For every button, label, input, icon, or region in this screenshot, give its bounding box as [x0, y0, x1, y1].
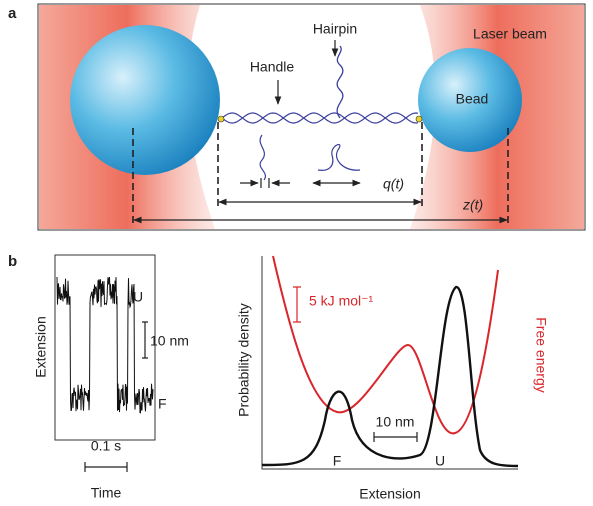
- label: 0.1 s: [91, 438, 121, 454]
- label: U: [435, 453, 445, 469]
- label: q(t): [383, 176, 404, 192]
- label: U: [133, 289, 143, 305]
- axis-label: Probability density: [236, 303, 252, 417]
- axis-label: Extension: [359, 486, 420, 502]
- label: z(t): [462, 197, 483, 213]
- bead: [70, 25, 220, 175]
- figure: a Hairpin Handle Laser beam Bead q(t) z(…: [0, 0, 593, 506]
- scale-bar: [374, 432, 417, 442]
- scale-bar: [142, 322, 148, 358]
- label: Laser beam: [473, 26, 547, 42]
- label: 10 nm: [150, 333, 189, 349]
- axis-label: Free energy: [533, 317, 549, 392]
- label: Bead: [456, 91, 489, 107]
- panel-label: b: [8, 253, 17, 270]
- label: Handle: [250, 59, 295, 75]
- attachment: [416, 116, 422, 122]
- panel-label: a: [8, 5, 17, 22]
- scale-bar: [85, 462, 127, 472]
- label: F: [158, 396, 167, 412]
- axis-label: Extension: [33, 316, 49, 377]
- scale-bar: [293, 287, 301, 322]
- label: 10 nm: [376, 414, 415, 430]
- label: 5 kJ mol⁻¹: [309, 293, 374, 309]
- attachment: [218, 116, 224, 122]
- label: Hairpin: [313, 21, 357, 37]
- axis-label: Time: [91, 485, 122, 501]
- label: F: [333, 453, 342, 469]
- free-energy-curve: [273, 256, 498, 433]
